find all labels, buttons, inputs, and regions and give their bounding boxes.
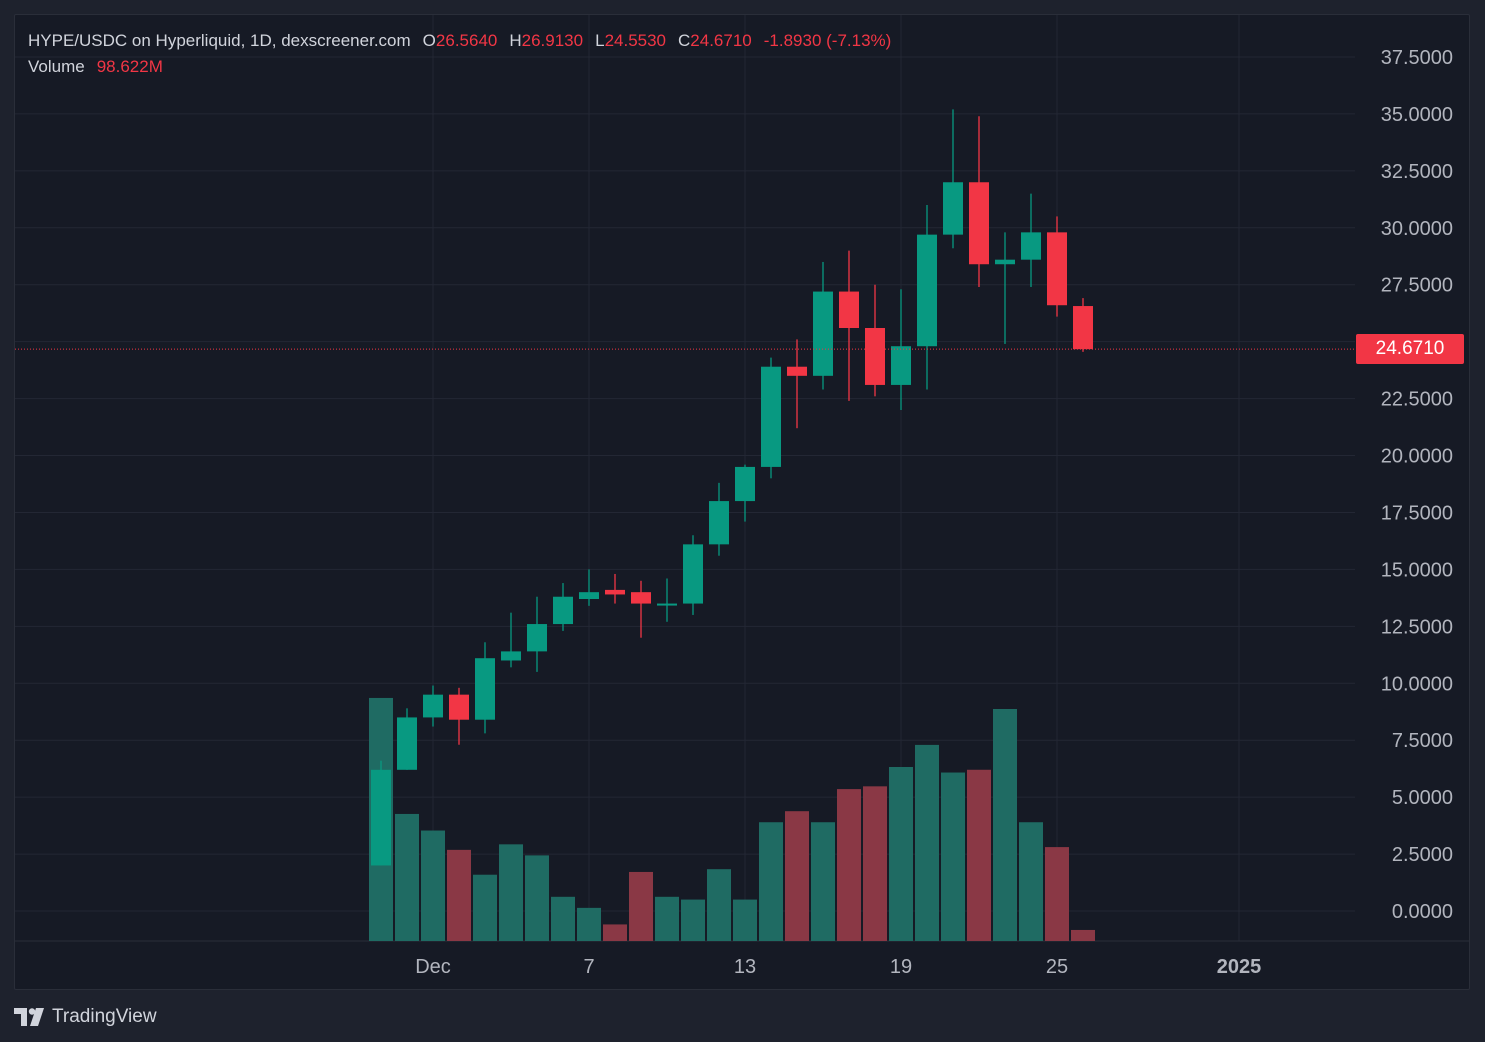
- candle-body: [657, 603, 677, 606]
- volume-bar: [629, 871, 653, 941]
- open-label: O: [422, 31, 436, 50]
- y-tick-label: 0.0000: [1392, 901, 1453, 923]
- candle-body: [683, 544, 703, 604]
- volume-bar: [681, 899, 705, 941]
- low-label: L: [595, 31, 605, 50]
- x-tick-label: Dec: [415, 956, 451, 978]
- close-value: 24.6710: [690, 31, 752, 50]
- volume-bar: [785, 811, 809, 941]
- volume-bar: [707, 869, 731, 941]
- volume-bar: [473, 874, 497, 941]
- ohlc-row: HYPE/USDC on Hyperliquid, 1D, dexscreene…: [28, 28, 891, 54]
- candle-body: [865, 328, 885, 385]
- volume-bar: [603, 924, 627, 941]
- candle-body: [1021, 232, 1041, 260]
- open-value: 26.5640: [435, 31, 498, 50]
- volume-bar: [577, 907, 601, 941]
- candle-body: [943, 182, 963, 235]
- volume-bar: [889, 767, 913, 941]
- candle-body: [735, 466, 755, 502]
- x-tick-label: 19: [890, 956, 912, 978]
- candle-body: [761, 366, 781, 467]
- candle-body: [1073, 306, 1093, 350]
- volume-row: Volume 98.622M: [28, 54, 891, 80]
- high-label: H: [509, 31, 522, 50]
- y-tick-label: 20.0000: [1381, 446, 1453, 468]
- high-value: 26.9130: [521, 31, 584, 50]
- price-change: -1.8930 (-7.13%): [763, 31, 892, 50]
- candle-body: [553, 596, 573, 625]
- y-tick-label: 7.5000: [1392, 730, 1453, 752]
- volume-bar: [967, 769, 991, 941]
- y-tick-label: 12.5000: [1381, 616, 1453, 638]
- volume-bar: [1045, 847, 1069, 941]
- tradingview-brand[interactable]: TradingView: [14, 1004, 157, 1030]
- candle-body: [475, 658, 495, 720]
- symbol-title: HYPE/USDC on Hyperliquid, 1D, dexscreene…: [28, 31, 411, 50]
- brand-name: TradingView: [52, 1006, 157, 1027]
- volume-bar: [993, 709, 1017, 941]
- x-tick-label: 25: [1046, 956, 1068, 978]
- volume-bar: [915, 744, 939, 941]
- candle-body: [501, 651, 521, 661]
- y-tick-label: 27.5000: [1381, 275, 1453, 297]
- last-price-tag: 24.6710: [1356, 334, 1464, 365]
- low-value: 24.5530: [604, 31, 667, 50]
- y-tick-label: 22.5000: [1381, 389, 1453, 411]
- candle-body: [787, 366, 807, 376]
- candle-body: [813, 291, 833, 376]
- y-tick-label: 17.5000: [1381, 502, 1453, 524]
- y-tick-label: 32.5000: [1381, 161, 1453, 183]
- candle-body: [709, 501, 729, 545]
- volume-bar: [551, 896, 575, 941]
- volume-label: Volume: [28, 57, 85, 76]
- x-tick-label: 13: [734, 956, 756, 978]
- volume-bar: [395, 813, 419, 941]
- y-tick-label: 15.0000: [1381, 559, 1453, 581]
- candle-body: [397, 717, 417, 770]
- x-tick-label: 2025: [1217, 956, 1262, 978]
- close-label: C: [678, 31, 691, 50]
- volume-bar: [863, 786, 887, 941]
- candle-body: [969, 182, 989, 265]
- x-tick-label: 7: [583, 956, 594, 978]
- volume-bar: [499, 844, 523, 941]
- tradingview-logo-icon: [14, 1008, 44, 1026]
- candle-body: [423, 694, 443, 718]
- candle-body: [605, 589, 625, 595]
- volume-bar: [941, 772, 965, 941]
- volume-bar: [733, 899, 757, 941]
- candle-body: [839, 291, 859, 329]
- volume-value: 98.622M: [96, 57, 163, 76]
- candle-body: [1047, 232, 1067, 306]
- chart-frame: [14, 14, 1470, 990]
- y-tick-label: 30.0000: [1381, 218, 1453, 240]
- candle-body: [917, 234, 937, 347]
- candle-body: [995, 259, 1015, 265]
- volume-bar: [447, 849, 471, 941]
- candle-body: [579, 592, 599, 600]
- y-tick-label: 10.0000: [1381, 673, 1453, 695]
- y-tick-label: 35.0000: [1381, 104, 1453, 126]
- volume-bar: [759, 822, 783, 941]
- chart-legend: HYPE/USDC on Hyperliquid, 1D, dexscreene…: [28, 28, 891, 80]
- volume-bar: [421, 830, 445, 941]
- y-tick-label: 5.0000: [1392, 787, 1453, 809]
- candle-body: [891, 346, 911, 385]
- volume-bar: [525, 855, 549, 941]
- volume-bar: [655, 896, 679, 941]
- volume-bar: [1019, 822, 1043, 941]
- volume-bar: [1071, 929, 1095, 941]
- candle-body: [527, 624, 547, 652]
- volume-bar: [811, 822, 835, 941]
- y-tick-label: 2.5000: [1392, 844, 1453, 866]
- candle-body: [631, 592, 651, 604]
- volume-bar: [837, 789, 861, 941]
- y-tick-label: 37.5000: [1381, 47, 1453, 69]
- candle-body: [371, 769, 391, 866]
- candle-body: [449, 694, 469, 720]
